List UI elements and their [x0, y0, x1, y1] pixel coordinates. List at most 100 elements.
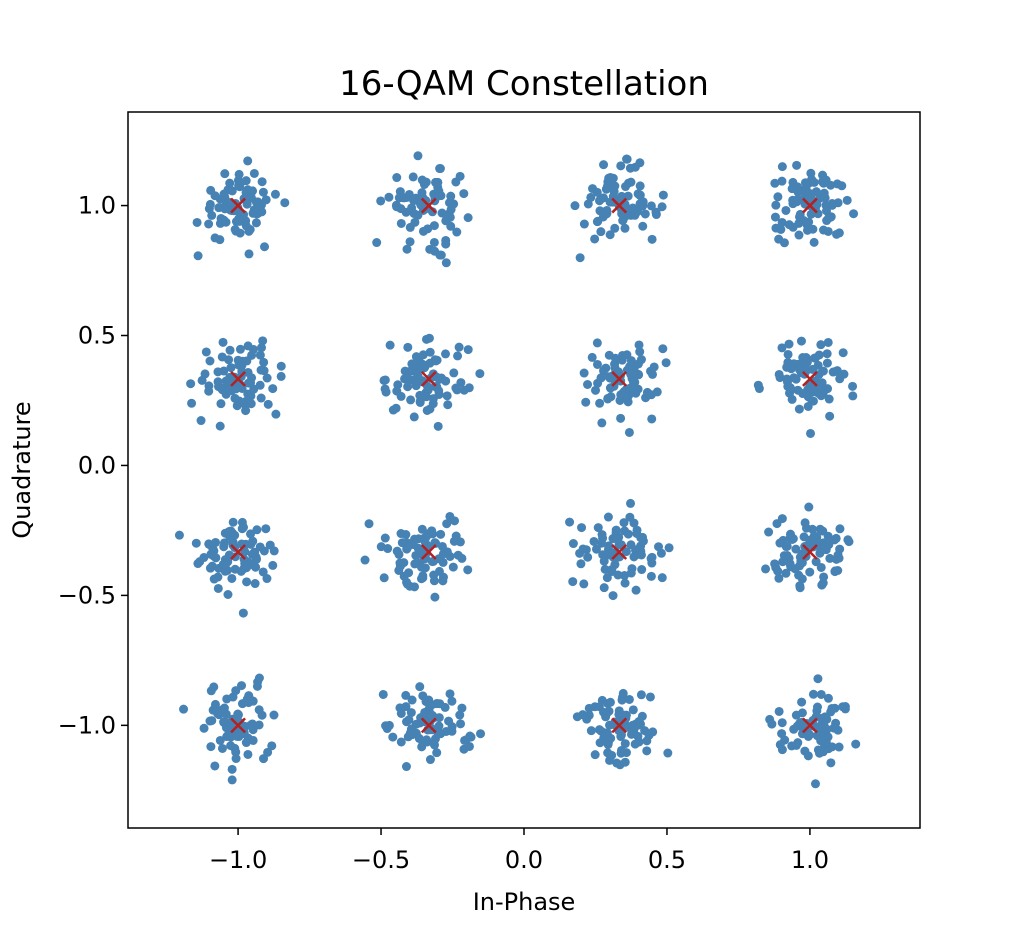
received-symbol-point: [259, 357, 269, 367]
received-symbol-point: [221, 217, 231, 227]
received-symbol-point: [238, 608, 248, 618]
received-symbol-point: [624, 178, 634, 188]
received-symbol-point: [823, 226, 833, 236]
received-symbol-point: [415, 682, 425, 692]
received-symbol-point: [199, 723, 209, 733]
received-symbol-point: [797, 574, 807, 584]
received-symbol-point: [220, 169, 230, 179]
received-symbol-point: [827, 703, 837, 713]
received-symbol-point: [268, 384, 278, 394]
received-symbol-point: [422, 405, 432, 415]
received-symbol-point: [217, 743, 227, 753]
received-symbol-point: [594, 725, 604, 735]
received-symbol-point: [447, 722, 457, 732]
received-symbol-point: [433, 421, 443, 431]
x-tick-label: 0.5: [648, 846, 686, 874]
received-symbol-point: [258, 567, 268, 577]
received-symbol-point: [415, 398, 425, 408]
received-symbol-point: [404, 568, 414, 578]
received-symbol-point: [777, 176, 787, 186]
received-symbol-point: [774, 369, 784, 379]
received-symbol-point: [244, 249, 254, 259]
received-symbol-point: [442, 519, 452, 529]
received-symbol-point: [620, 223, 630, 233]
received-symbol-point: [821, 206, 831, 216]
received-symbol-point: [848, 381, 858, 391]
received-symbol-point: [463, 565, 473, 575]
ideal-marker-stroke: [802, 371, 818, 387]
ideal-constellation-markers: [230, 197, 818, 734]
received-symbol-point: [200, 369, 210, 379]
received-symbol-point: [822, 714, 832, 724]
received-symbol-point: [213, 367, 223, 377]
received-symbol-point: [228, 537, 238, 547]
received-symbol-point: [257, 177, 267, 187]
received-symbol-point: [207, 716, 217, 726]
received-symbol-point: [201, 347, 211, 357]
received-symbol-point: [239, 522, 249, 532]
received-symbol-point: [248, 735, 258, 745]
received-symbol-point: [654, 542, 664, 552]
received-symbol-point: [231, 686, 241, 696]
received-symbol-point: [818, 366, 828, 376]
received-symbol-point: [380, 533, 390, 543]
received-symbol-point: [777, 217, 787, 227]
received-symbol-point: [447, 199, 457, 209]
received-symbol-point: [210, 761, 220, 771]
received-symbol-point: [642, 736, 652, 746]
received-symbol-point: [651, 207, 661, 217]
received-symbol-point: [610, 223, 620, 233]
received-symbol-point: [770, 212, 780, 222]
received-symbol-point: [802, 225, 812, 235]
received-symbol-point: [570, 201, 580, 211]
received-symbol-point: [196, 416, 206, 426]
received-symbol-point: [457, 703, 467, 713]
received-symbol-point: [405, 237, 415, 247]
received-symbol-point: [597, 530, 607, 540]
received-symbol-point: [393, 380, 403, 390]
y-tick-label: −1.0: [58, 711, 116, 739]
received-symbol-point: [785, 529, 795, 539]
received-symbol-point: [417, 175, 427, 185]
received-symbol-point: [809, 177, 819, 187]
received-symbol-point: [801, 523, 811, 533]
plot-area: [174, 151, 861, 789]
received-symbol-point: [822, 358, 832, 368]
received-symbol-point: [782, 541, 792, 551]
received-symbol-point: [251, 218, 261, 228]
received-symbol-point: [276, 361, 286, 371]
received-symbol-point: [592, 187, 602, 197]
received-symbol-point: [261, 524, 271, 534]
received-symbol-point: [242, 356, 252, 366]
received-symbol-point: [606, 392, 616, 402]
received-symbol-point: [379, 573, 389, 583]
received-symbol-point: [605, 720, 615, 730]
received-symbol-point: [441, 258, 451, 268]
received-symbol-point: [583, 380, 593, 390]
received-symbol-point: [438, 549, 448, 559]
received-symbol-point: [592, 338, 602, 348]
received-symbol-point: [436, 250, 446, 260]
received-symbol-point: [827, 199, 837, 209]
received-symbol-point: [627, 564, 637, 574]
received-symbol-point: [412, 365, 422, 375]
received-symbol-point: [605, 230, 615, 240]
received-symbol-point: [407, 695, 417, 705]
received-symbol-point: [628, 377, 638, 387]
received-symbol-point: [590, 750, 600, 760]
ideal-constellation-marker: [230, 371, 246, 387]
received-symbol-point: [381, 387, 391, 397]
received-symbol-point: [785, 388, 795, 398]
received-symbol-point: [789, 724, 799, 734]
received-symbol-point: [241, 176, 251, 186]
received-symbol-point: [815, 524, 825, 534]
received-symbol-point: [833, 725, 843, 735]
received-symbol-point: [568, 577, 578, 587]
received-symbol-point: [765, 714, 775, 724]
received-symbol-point: [773, 566, 783, 576]
received-symbol-point: [834, 228, 844, 238]
received-symbol-point: [792, 160, 802, 170]
received-symbol-point: [794, 404, 804, 414]
received-symbol-point: [834, 742, 844, 752]
y-tick-label: 1.0: [78, 192, 116, 220]
